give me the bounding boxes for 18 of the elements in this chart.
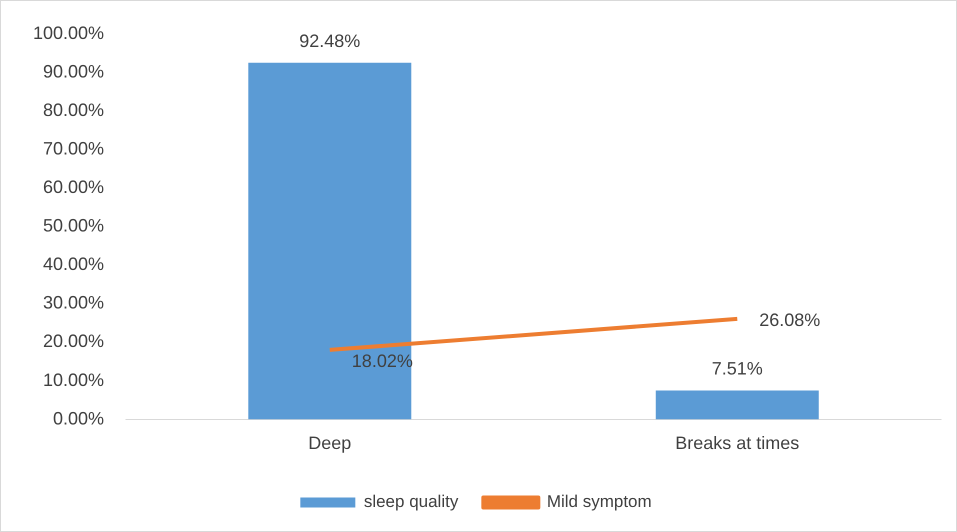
y-tick-label: 40.00% — [42, 254, 104, 274]
data-label: 92.48% — [299, 30, 360, 51]
y-tick-label: 70.00% — [42, 138, 104, 158]
y-tick-label: 80.00% — [42, 100, 104, 120]
y-tick-label: 20.00% — [42, 331, 104, 352]
legend-label: Mild symptom — [546, 492, 652, 512]
y-tick-label: 30.00% — [42, 292, 104, 313]
y-tick-label: 100.00% — [32, 22, 104, 43]
data-label: 7.51% — [712, 358, 763, 378]
legend-label: sleep quality — [364, 492, 459, 512]
y-tick-label: 0.00% — [53, 408, 104, 428]
y-tick-label: 90.00% — [42, 61, 104, 82]
data-label: 26.08% — [759, 310, 820, 330]
y-tick-label: 50.00% — [42, 216, 104, 236]
y-tick-label: 60.00% — [42, 177, 104, 198]
x-tick-label: Deep — [308, 433, 352, 454]
y-tick-label: 10.00% — [42, 370, 104, 390]
x-tick-label: Breaks at times — [675, 433, 800, 454]
